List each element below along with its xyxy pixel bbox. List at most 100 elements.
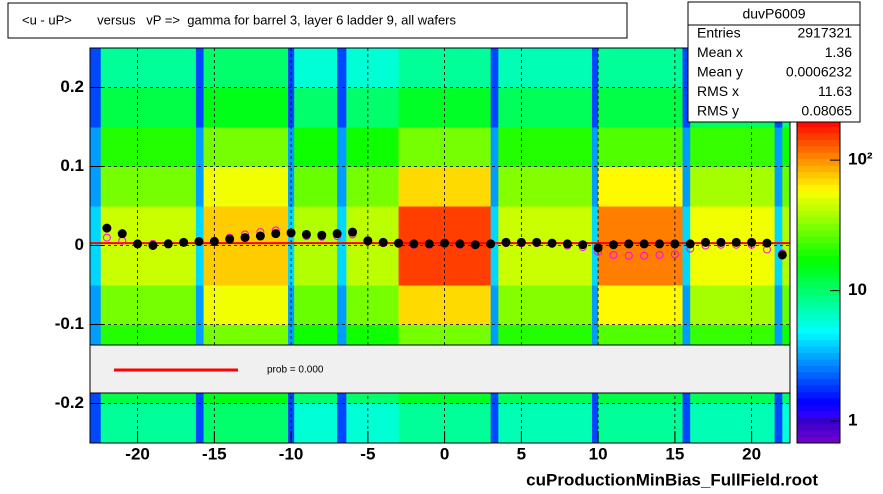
heat-cell: [682, 87, 691, 128]
colorbar-segment: [797, 352, 840, 360]
colorbar-segment: [797, 397, 840, 405]
heat-cell: [598, 206, 684, 246]
colorbar-segment: [797, 178, 840, 186]
data-point: [148, 241, 158, 250]
data-point: [209, 237, 219, 247]
data-point: [655, 239, 665, 249]
heat-cell: [90, 166, 102, 207]
stats-label: Entries: [697, 25, 741, 41]
legend: prob = 0.000: [89, 344, 791, 394]
heat-cell: [100, 285, 197, 325]
heat-cell: [498, 285, 593, 325]
y-tick-label: 0: [75, 235, 84, 254]
colorbar-segment: [797, 359, 840, 366]
x-tick-label: 15: [665, 444, 684, 463]
heat-cell: [598, 403, 684, 444]
data-point: [133, 239, 143, 249]
colorbar-tick-label: 10: [848, 280, 867, 299]
colorbar-segment: [797, 371, 840, 379]
legend-text: prob = 0.000: [267, 365, 324, 376]
y-tick-label: 0.2: [60, 77, 84, 96]
heat-cell: [203, 403, 289, 444]
colorbar-segment: [797, 132, 840, 140]
heat-cell: [598, 87, 684, 128]
data-point: [332, 229, 342, 239]
colorbar-segment: [797, 275, 840, 282]
heat-cell: [682, 48, 691, 88]
data-point: [424, 239, 434, 249]
heat-cell: [490, 403, 499, 444]
heat-cell: [591, 403, 599, 444]
heat-cell: [598, 285, 684, 325]
heat-cell: [195, 206, 205, 246]
heat-cell: [346, 285, 400, 325]
data-point: [255, 231, 265, 241]
data-point: [179, 237, 189, 247]
heat-cell: [203, 285, 289, 325]
heat-cell: [690, 285, 776, 325]
heat-cell: [203, 166, 289, 207]
data-point: [532, 237, 542, 247]
heat-cell: [498, 87, 593, 128]
heat-cell: [294, 127, 338, 167]
heat-cell: [490, 206, 499, 246]
colorbar-segment: [797, 152, 840, 160]
heat-cell: [591, 245, 599, 286]
heat-cell: [100, 245, 197, 286]
heat-cell: [90, 245, 102, 286]
heat-cell: [337, 403, 347, 444]
heat-cell: [690, 166, 776, 207]
data-point: [317, 230, 327, 240]
stats-label: Mean x: [697, 44, 743, 60]
data-point: [378, 237, 388, 247]
colorbar-segment: [797, 242, 840, 250]
heat-cell: [337, 285, 347, 325]
heat-cell: [346, 48, 400, 88]
stats-value: 0.08065: [801, 103, 852, 119]
colorbar-segment: [797, 281, 840, 289]
colorbar-segment: [797, 417, 840, 425]
heat-cell: [90, 48, 102, 88]
colorbar-segment: [797, 378, 840, 386]
data-point: [455, 239, 465, 249]
data-point: [409, 239, 419, 249]
data-point: [747, 237, 757, 247]
heat-cell: [90, 87, 102, 128]
heat-cell: [294, 245, 338, 286]
heat-cell: [203, 127, 289, 167]
heat-cell: [195, 87, 205, 128]
colorbar-segment: [797, 423, 840, 431]
heat-cell: [774, 285, 783, 325]
heat-cell: [337, 206, 347, 246]
heat-cell: [498, 127, 593, 167]
stats-value: 2917321: [797, 25, 852, 41]
y-tick-label: -0.2: [55, 393, 84, 412]
heat-cell: [598, 245, 684, 286]
y-tick-label: -0.1: [55, 314, 84, 333]
heat-cell: [498, 166, 593, 207]
colorbar-segment: [797, 268, 840, 276]
colorbar-segment: [797, 216, 840, 224]
stats-frame: [687, 1, 861, 123]
heat-cell: [782, 403, 791, 444]
data-point: [562, 239, 572, 249]
x-tick-label: 0: [440, 444, 449, 463]
x-tick-label: -15: [202, 444, 227, 463]
heat-cell: [774, 245, 783, 286]
heat-cell: [294, 285, 338, 325]
heat-cell: [490, 285, 499, 325]
heat-cell: [288, 285, 295, 325]
heat-cell: [337, 48, 347, 88]
colorbar-segment: [797, 197, 840, 205]
heat-cell: [203, 245, 289, 286]
heat-cell: [591, 285, 599, 325]
heat-cell: [100, 403, 197, 444]
colorbar-segment: [797, 139, 840, 147]
colorbar-segment: [797, 236, 840, 244]
heat-cell: [100, 48, 197, 88]
data-point: [225, 234, 235, 244]
heat-cell: [498, 206, 593, 246]
data-point: [516, 237, 526, 247]
colorbar-segment: [797, 384, 840, 392]
heat-cell: [195, 403, 205, 444]
